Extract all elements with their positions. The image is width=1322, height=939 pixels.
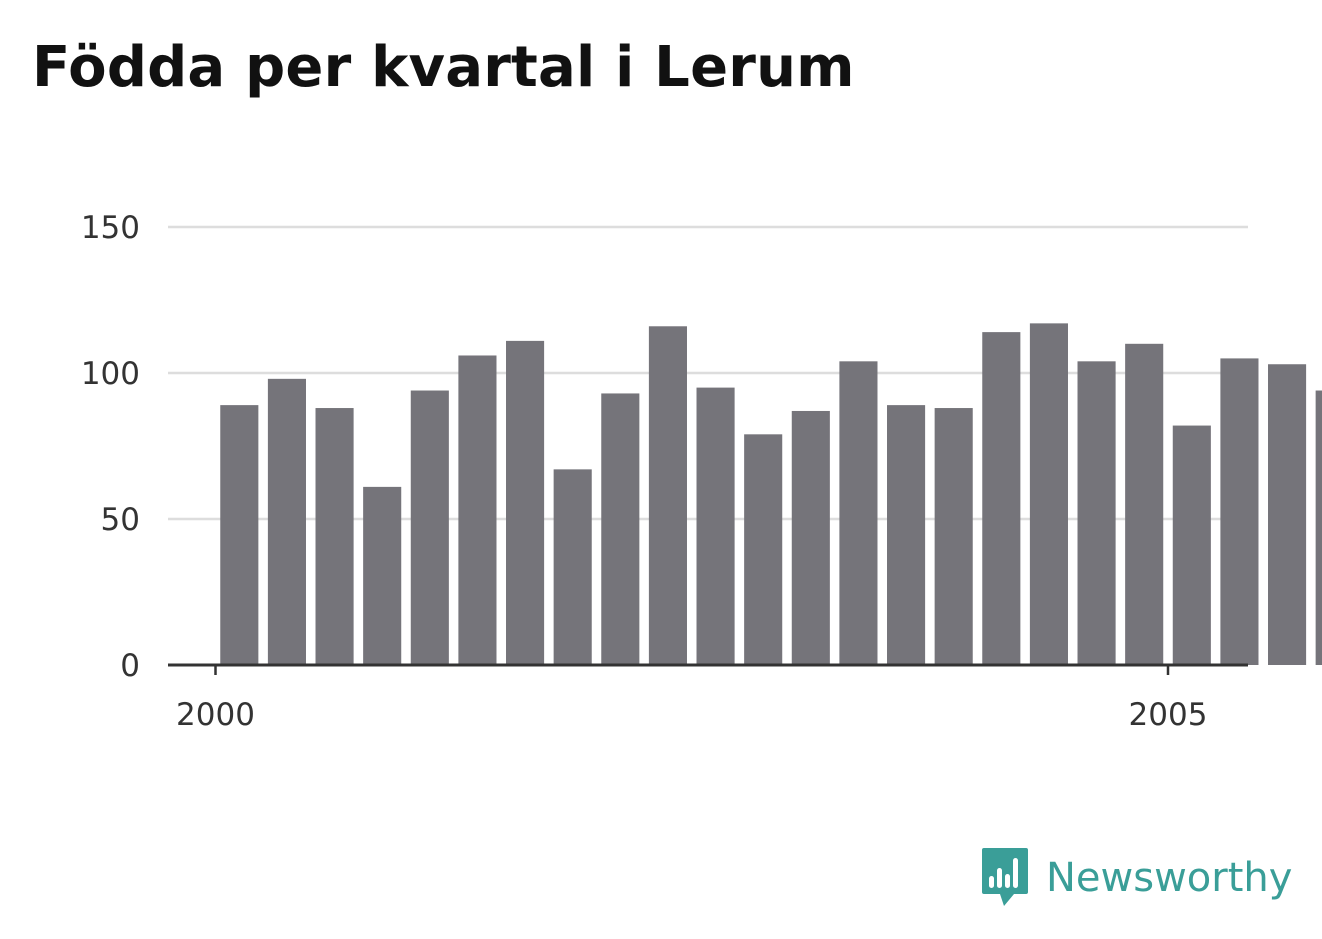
- newsworthy-logo-icon: [982, 848, 1028, 906]
- bar: [601, 393, 640, 665]
- bar: [887, 405, 926, 665]
- y-tick-label: 100: [81, 356, 140, 392]
- bar: [315, 408, 354, 665]
- bar: [220, 405, 259, 665]
- bar: [363, 486, 402, 665]
- bar: [458, 355, 497, 665]
- bar: [1172, 425, 1211, 665]
- bar: [791, 410, 830, 665]
- y-tick-label: 150: [81, 210, 140, 246]
- bar: [1220, 358, 1259, 665]
- brand-logo: Newsworthy: [980, 846, 1292, 910]
- bar: [1268, 364, 1307, 665]
- bar: [1029, 323, 1068, 665]
- x-tick-label: 2005: [1129, 697, 1208, 733]
- bar: [506, 340, 545, 665]
- x-axis: [168, 663, 1248, 675]
- brand-name: Newsworthy: [1046, 855, 1293, 901]
- bar: [1315, 390, 1322, 665]
- bar: [982, 332, 1021, 665]
- bar: [648, 326, 687, 665]
- bar: [410, 390, 449, 665]
- y-tick-label: 50: [101, 502, 140, 538]
- bar: [267, 378, 306, 665]
- bar: [1125, 343, 1164, 665]
- bar: [934, 408, 973, 665]
- tick-labels: 050100150117200020052010201520202025: [81, 210, 1208, 733]
- bar: [1077, 361, 1116, 665]
- chart-title: Födda per kvartal i Lerum: [32, 35, 855, 100]
- x-tick-label: 2000: [176, 697, 255, 733]
- bars: [220, 323, 1322, 665]
- bar: [553, 469, 592, 665]
- bar: [839, 361, 878, 665]
- bar: [696, 387, 735, 665]
- bar: [744, 434, 783, 665]
- y-tick-label: 0: [120, 648, 140, 684]
